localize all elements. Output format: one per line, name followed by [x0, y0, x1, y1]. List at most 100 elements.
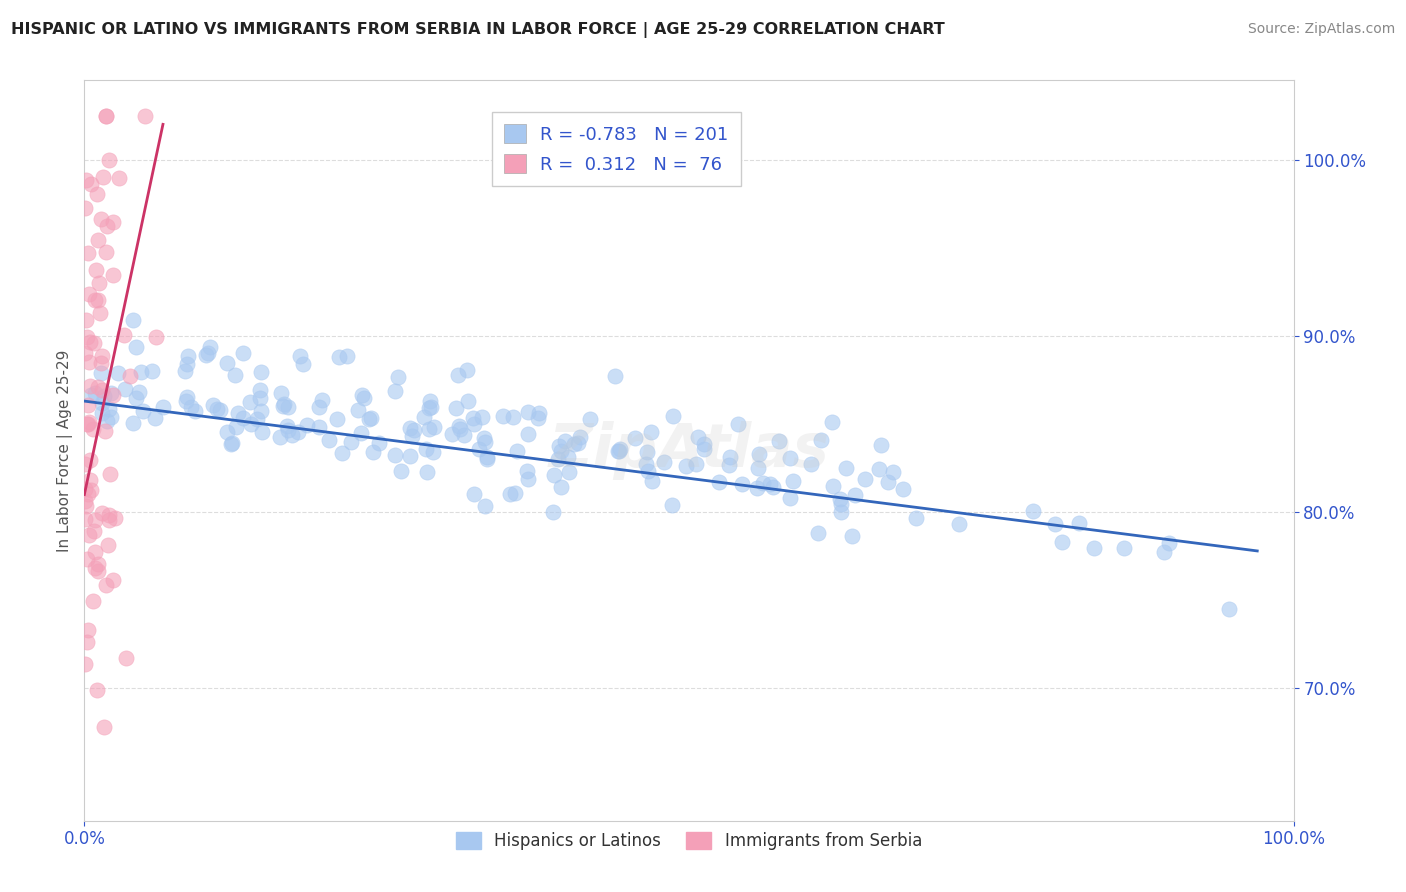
Point: [291, 357, 314, 371]
Point: [640, 425, 662, 440]
Point: [226, 406, 249, 420]
Point: [93, 389, 115, 403]
Point: [87, 380, 110, 394]
Point: [107, 171, 129, 186]
Point: [77, 246, 100, 260]
Point: [239, 394, 262, 409]
Point: [232, 410, 254, 425]
Point: [637, 464, 659, 478]
Point: [77, 398, 100, 412]
Point: [112, 328, 135, 343]
Point: [104, 510, 127, 524]
Point: [101, 268, 124, 283]
Point: [457, 394, 479, 409]
Point: [693, 437, 716, 451]
Point: [747, 481, 769, 495]
Point: [295, 417, 318, 432]
Point: [634, 458, 657, 472]
Point: [636, 445, 658, 459]
Point: [877, 475, 900, 489]
Point: [752, 476, 775, 491]
Point: [239, 417, 262, 432]
Point: [541, 505, 564, 519]
Point: [453, 428, 475, 442]
Point: [75, 457, 97, 471]
Point: [707, 475, 730, 490]
Point: [121, 313, 143, 327]
Point: [758, 477, 780, 491]
Point: [129, 365, 152, 379]
Point: [1153, 545, 1175, 559]
Point: [609, 442, 631, 457]
Point: [76, 552, 98, 566]
Point: [418, 422, 440, 436]
Point: [475, 452, 498, 467]
Point: [402, 424, 425, 438]
Point: [550, 444, 572, 458]
Point: [477, 450, 499, 464]
Point: [492, 409, 515, 423]
Point: [221, 436, 243, 450]
Point: [547, 452, 569, 467]
Point: [75, 201, 97, 215]
Point: [83, 336, 105, 351]
Point: [287, 425, 309, 440]
Point: [387, 370, 409, 384]
Point: [84, 561, 107, 575]
Point: [384, 384, 406, 398]
Point: [269, 430, 291, 444]
Text: ZipAtlas: ZipAtlas: [548, 421, 830, 480]
Point: [456, 362, 478, 376]
Point: [527, 406, 550, 420]
Point: [367, 436, 389, 450]
Point: [73, 346, 96, 360]
Point: [1050, 535, 1073, 549]
Point: [547, 439, 569, 453]
Point: [84, 263, 107, 277]
Point: [100, 410, 122, 425]
Point: [90, 366, 112, 380]
Point: [76, 486, 98, 500]
Point: [86, 683, 108, 698]
Point: [318, 433, 340, 447]
Point: [1083, 541, 1105, 556]
Point: [86, 187, 108, 202]
Point: [277, 401, 299, 415]
Point: [441, 426, 464, 441]
Point: [418, 401, 440, 416]
Point: [273, 397, 295, 411]
Point: [271, 399, 294, 413]
Point: [1021, 504, 1043, 518]
Point: [82, 594, 104, 608]
Point: [141, 364, 163, 378]
Point: [225, 419, 247, 434]
Point: [96, 219, 118, 233]
Point: [76, 330, 98, 344]
Point: [422, 445, 444, 459]
Point: [77, 355, 100, 369]
Point: [844, 488, 866, 502]
Point: [543, 467, 565, 482]
Point: [101, 574, 124, 588]
Point: [180, 401, 202, 415]
Point: [449, 421, 471, 435]
Point: [399, 449, 422, 463]
Text: HISPANIC OR LATINO VS IMMIGRANTS FROM SERBIA IN LABOR FORCE | AGE 25-29 CORRELAT: HISPANIC OR LATINO VS IMMIGRANTS FROM SE…: [11, 22, 945, 38]
Point: [276, 419, 298, 434]
Point: [100, 386, 122, 401]
Point: [77, 623, 100, 637]
Point: [84, 385, 107, 400]
Point: [205, 401, 228, 416]
Point: [800, 457, 823, 471]
Point: [308, 420, 330, 434]
Point: [447, 418, 470, 433]
Point: [145, 330, 167, 344]
Point: [288, 350, 311, 364]
Point: [948, 516, 970, 531]
Point: [122, 416, 145, 430]
Point: [882, 465, 904, 479]
Point: [384, 449, 406, 463]
Point: [87, 293, 110, 308]
Point: [1218, 601, 1240, 615]
Point: [79, 473, 101, 487]
